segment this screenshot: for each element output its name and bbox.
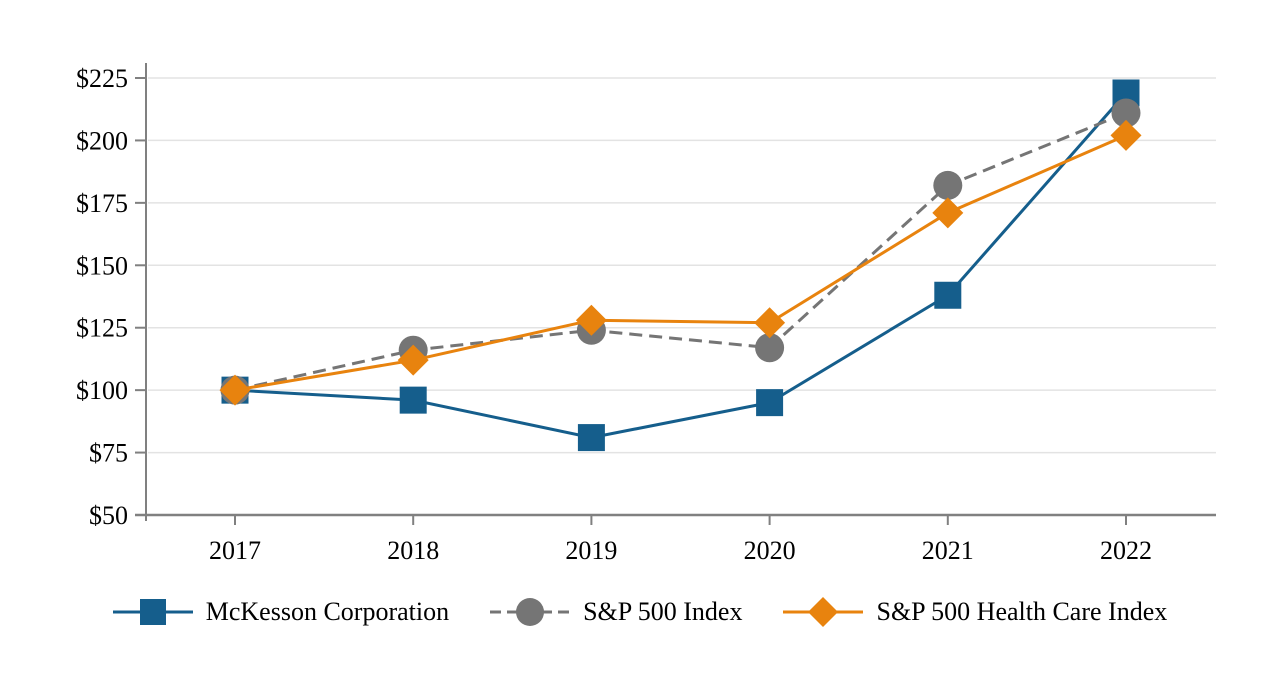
y-gridlines <box>148 77 1216 454</box>
x-tick-label: 2022 <box>1100 536 1152 565</box>
series-s-p-500-health-care-index <box>219 119 1142 406</box>
x-tick-label: 2020 <box>744 536 796 565</box>
y-tick-label: $100 <box>76 376 128 405</box>
circle-marker-icon <box>490 598 571 626</box>
y-tick-label: $75 <box>89 439 128 468</box>
y-tick-label: $175 <box>76 189 128 218</box>
y-tick-label: $50 <box>89 501 128 530</box>
x-tick-label: 2019 <box>565 536 617 565</box>
square-marker-icon <box>112 599 193 625</box>
x-tick-label: 2017 <box>209 536 261 565</box>
legend-item-sp-500-health-care-index: S&P 500 Health Care Index <box>783 593 1167 631</box>
legend-label: S&P 500 Index <box>583 597 743 626</box>
legend-item-sp-500-index: S&P 500 Index <box>490 593 742 631</box>
x-tick-label: 2018 <box>387 536 439 565</box>
legend-item-mckesson-corporation: McKesson Corporation <box>112 593 450 631</box>
x-tick-labels: 2017 2018 2019 2020 2021 2022 <box>209 516 1152 565</box>
chart-legend: McKesson Corporation S&P 500 Index S&P 5… <box>0 593 1280 631</box>
legend-label: S&P 500 Health Care Index <box>876 597 1168 626</box>
y-tick-label: $150 <box>76 251 128 280</box>
y-tick-labels: $50 $75 $100 $125 $150 $175 $200 $225 <box>76 64 146 530</box>
y-tick-label: $225 <box>76 64 128 93</box>
y-tick-label: $200 <box>76 126 128 155</box>
x-tick-label: 2021 <box>922 536 974 565</box>
legend-label: McKesson Corporation <box>205 597 450 626</box>
series-s-p-500-index <box>220 98 1141 405</box>
axes <box>135 63 1216 521</box>
diamond-marker-icon <box>783 597 864 627</box>
y-tick-label: $125 <box>76 314 128 343</box>
